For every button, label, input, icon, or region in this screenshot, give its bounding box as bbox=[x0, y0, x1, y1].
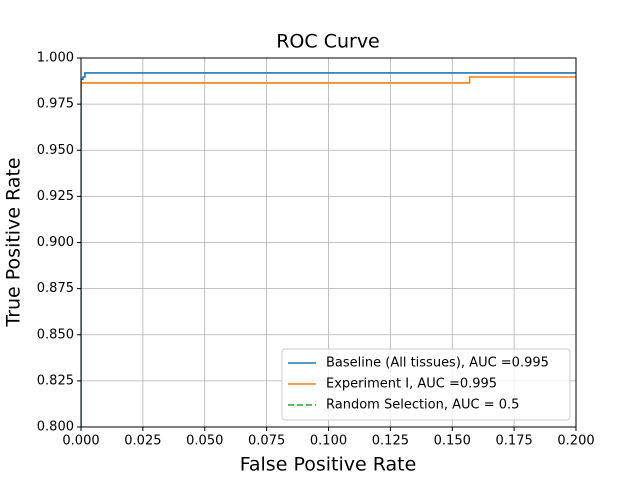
y-axis-label: True Positive Rate bbox=[3, 157, 25, 327]
legend: Baseline (All tissues), AUC =0.995 Experi… bbox=[281, 348, 571, 421]
y-tick-label: 0.975 bbox=[37, 97, 74, 112]
x-tick-label: 0.100 bbox=[310, 434, 347, 449]
x-tick-label: 0.050 bbox=[186, 434, 223, 449]
x-tick-label: 0.025 bbox=[124, 434, 161, 449]
legend-label: Random Selection, AUC = 0.5 bbox=[326, 398, 519, 413]
legend-label: Baseline (All tissues), AUC =0.995 bbox=[326, 356, 549, 371]
x-tick-label: 0.125 bbox=[372, 434, 409, 449]
y-tick-label: 0.925 bbox=[37, 189, 74, 204]
y-tick-label: 0.950 bbox=[37, 143, 74, 158]
legend-box bbox=[281, 348, 571, 421]
roc-line bbox=[81, 76, 576, 95]
y-tick-label: 0.825 bbox=[37, 373, 74, 388]
plot-lines bbox=[81, 72, 576, 427]
y-tick-label: 0.875 bbox=[37, 281, 74, 296]
chart-title: ROC Curve bbox=[276, 31, 380, 53]
y-tick-label: 0.850 bbox=[37, 327, 74, 342]
x-tick-label: 0.175 bbox=[496, 434, 533, 449]
y-tick-label: 0.800 bbox=[37, 420, 74, 435]
x-tick-label: 0.000 bbox=[62, 434, 99, 449]
y-tick-label: 0.900 bbox=[37, 235, 74, 250]
x-axis-label: False Positive Rate bbox=[240, 454, 417, 476]
legend-label: Experiment I, AUC =0.995 bbox=[326, 377, 497, 392]
x-tick-label: 0.150 bbox=[434, 434, 471, 449]
roc-line bbox=[81, 72, 576, 427]
x-tick-label: 0.200 bbox=[557, 434, 594, 449]
y-tick-label: 1.000 bbox=[37, 51, 74, 66]
x-tick-label: 0.075 bbox=[248, 434, 285, 449]
ticks: 0.000 0.025 0.050 0.075 0.100 0.125 0.150 0.175… bbox=[37, 51, 595, 449]
